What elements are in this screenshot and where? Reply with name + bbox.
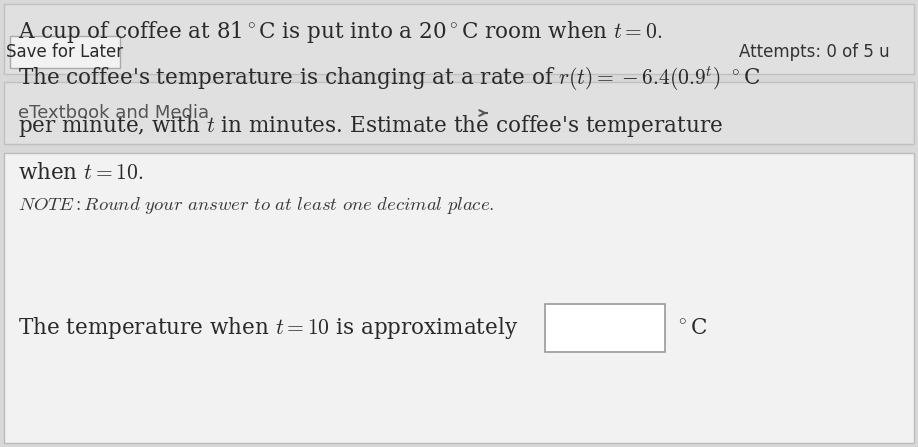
FancyBboxPatch shape <box>4 82 914 144</box>
Text: The coffee's temperature is changing at a rate of $r(t) = -6.4(0.9^t)$ $^\circ$C: The coffee's temperature is changing at … <box>18 65 760 93</box>
FancyBboxPatch shape <box>4 153 914 443</box>
Text: Save for Later: Save for Later <box>6 43 124 61</box>
Text: when $t = 10.$: when $t = 10.$ <box>18 162 143 184</box>
Text: The temperature when $t = 10$ is approximately: The temperature when $t = 10$ is approxi… <box>18 315 519 341</box>
Text: A cup of coffee at 81$^\circ$C is put into a 20$^\circ$C room when $t = 0.$: A cup of coffee at 81$^\circ$C is put in… <box>18 19 663 45</box>
Text: eTextbook and Media: eTextbook and Media <box>18 104 209 122</box>
FancyBboxPatch shape <box>4 4 914 74</box>
Text: per minute, with $t$ in minutes. Estimate the coffee's temperature: per minute, with $t$ in minutes. Estimat… <box>18 113 723 139</box>
FancyBboxPatch shape <box>545 304 665 352</box>
FancyBboxPatch shape <box>10 36 120 68</box>
Text: Attempts: 0 of 5 u: Attempts: 0 of 5 u <box>739 43 890 61</box>
Text: $\it{NOTE: Round\ your\ answer\ to\ at\ least\ one\ decimal\ place.}$: $\it{NOTE: Round\ your\ answer\ to\ at\ … <box>18 194 495 215</box>
Text: $^\circ$C: $^\circ$C <box>675 317 708 339</box>
